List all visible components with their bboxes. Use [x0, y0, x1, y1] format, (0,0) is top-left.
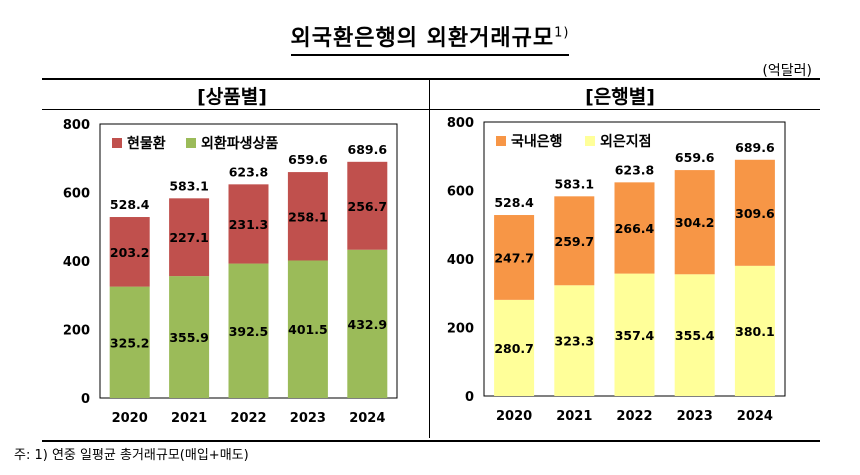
bar-segment: [287, 172, 328, 261]
y-tick-label: 0: [465, 390, 474, 405]
total-label: 623.8: [615, 162, 655, 177]
footnote: 주: 1) 연중 일평균 총거래규모(매입+매도): [14, 448, 249, 463]
y-tick-label: 200: [63, 324, 90, 339]
data-label: 256.7: [348, 199, 388, 214]
bar-segment: [614, 273, 655, 396]
x-tick-label: 2024: [349, 411, 385, 426]
total-label: 583.1: [555, 176, 595, 191]
y-tick-label: 200: [447, 322, 474, 337]
bar-segment: [169, 276, 210, 398]
x-tick-label: 2022: [230, 411, 266, 426]
bar-segment: [347, 161, 388, 250]
chart-frame: [42, 78, 820, 442]
x-tick-label: 2023: [677, 409, 713, 424]
legend-swatch: [112, 138, 122, 148]
panel-divider: [429, 78, 430, 438]
panel-title-product: [상품별]: [197, 86, 267, 108]
data-label: 280.7: [494, 341, 534, 356]
chart-title-text: 외국환은행의 외환거래규모: [290, 26, 555, 51]
data-label: 309.6: [735, 206, 775, 221]
legend-label: 국내은행: [511, 134, 563, 150]
data-label: 392.5: [229, 324, 269, 339]
y-tick-label: 400: [63, 255, 90, 270]
total-label: 583.1: [169, 178, 209, 193]
legend-swatch: [496, 136, 506, 146]
legend-label: 외환파생상품: [201, 135, 278, 152]
bar-segment: [109, 217, 150, 287]
product-chart: 0 200 400 600 800 325.2 203.2 528.4 2020 355.9 227…: [63, 118, 398, 426]
x-tick-label: 2021: [556, 409, 592, 424]
bar-segment: [228, 263, 269, 398]
data-label: 357.4: [615, 328, 655, 343]
legend-label: 현물환: [127, 135, 166, 152]
bar-segment: [494, 215, 535, 300]
x-tick-label: 2020: [112, 411, 148, 426]
panel-title-rule-left: [42, 109, 429, 110]
y-tick-label: 600: [63, 187, 90, 202]
y-tick-label: 600: [447, 185, 474, 200]
data-label: 231.3: [229, 217, 269, 232]
data-label: 227.1: [169, 230, 209, 245]
y-tick-label: 800: [63, 118, 90, 133]
data-label: 203.2: [110, 245, 150, 260]
bank-chart: 0 200 400 600 800 280.7 247.7 528.4 2020 323.3 259…: [447, 116, 786, 424]
bar-segment: [169, 198, 210, 277]
legend-swatch: [186, 138, 196, 148]
x-tick-label: 2020: [496, 409, 532, 424]
bar-segment: [614, 182, 655, 274]
data-label: 266.4: [615, 221, 655, 236]
total-label: 528.4: [110, 197, 150, 212]
data-label: 380.1: [735, 324, 775, 339]
data-label: 355.9: [169, 330, 209, 345]
bar-segment: [287, 260, 328, 398]
data-label: 304.2: [675, 215, 715, 230]
bar-segment: [228, 184, 269, 264]
data-label: 432.9: [348, 317, 388, 332]
data-label: 323.3: [555, 334, 595, 349]
x-tick-label: 2024: [737, 409, 773, 424]
total-label: 659.6: [675, 150, 715, 165]
total-label: 689.6: [348, 142, 388, 157]
total-label: 528.4: [494, 195, 534, 210]
bar-segment: [674, 274, 715, 396]
data-label: 247.7: [494, 250, 534, 265]
y-tick-label: 0: [81, 392, 90, 407]
legend-label: 외은지점: [600, 133, 652, 150]
bar-segment: [674, 170, 715, 275]
x-tick-label: 2021: [171, 411, 207, 426]
bar-segment: [734, 159, 775, 266]
title-footnote-mark: 1): [554, 25, 570, 41]
unit-label: (억달러): [762, 63, 812, 79]
x-tick-label: 2022: [616, 409, 652, 424]
bar-segment: [734, 265, 775, 396]
data-label: 258.1: [288, 209, 328, 224]
panel-title-rule-right: [430, 109, 820, 110]
data-label: 325.2: [110, 335, 150, 350]
data-label: 259.7: [555, 234, 595, 249]
bar-segment: [554, 196, 595, 286]
panel-title-bank: [은행별]: [585, 86, 655, 108]
bar-segment: [109, 286, 150, 398]
total-label: 689.6: [735, 140, 775, 155]
total-label: 623.8: [229, 164, 269, 179]
legend-swatch: [585, 136, 595, 146]
total-label: 659.6: [288, 152, 328, 167]
x-tick-label: 2023: [290, 411, 326, 426]
chart-title: 외국환은행의 외환거래규모1): [0, 20, 860, 56]
bar-segment: [494, 299, 535, 396]
bar-segment: [347, 249, 388, 398]
data-label: 401.5: [288, 322, 328, 337]
data-label: 355.4: [675, 328, 715, 343]
y-tick-label: 400: [447, 253, 474, 268]
bar-segment: [554, 285, 595, 396]
y-tick-label: 800: [447, 116, 474, 131]
